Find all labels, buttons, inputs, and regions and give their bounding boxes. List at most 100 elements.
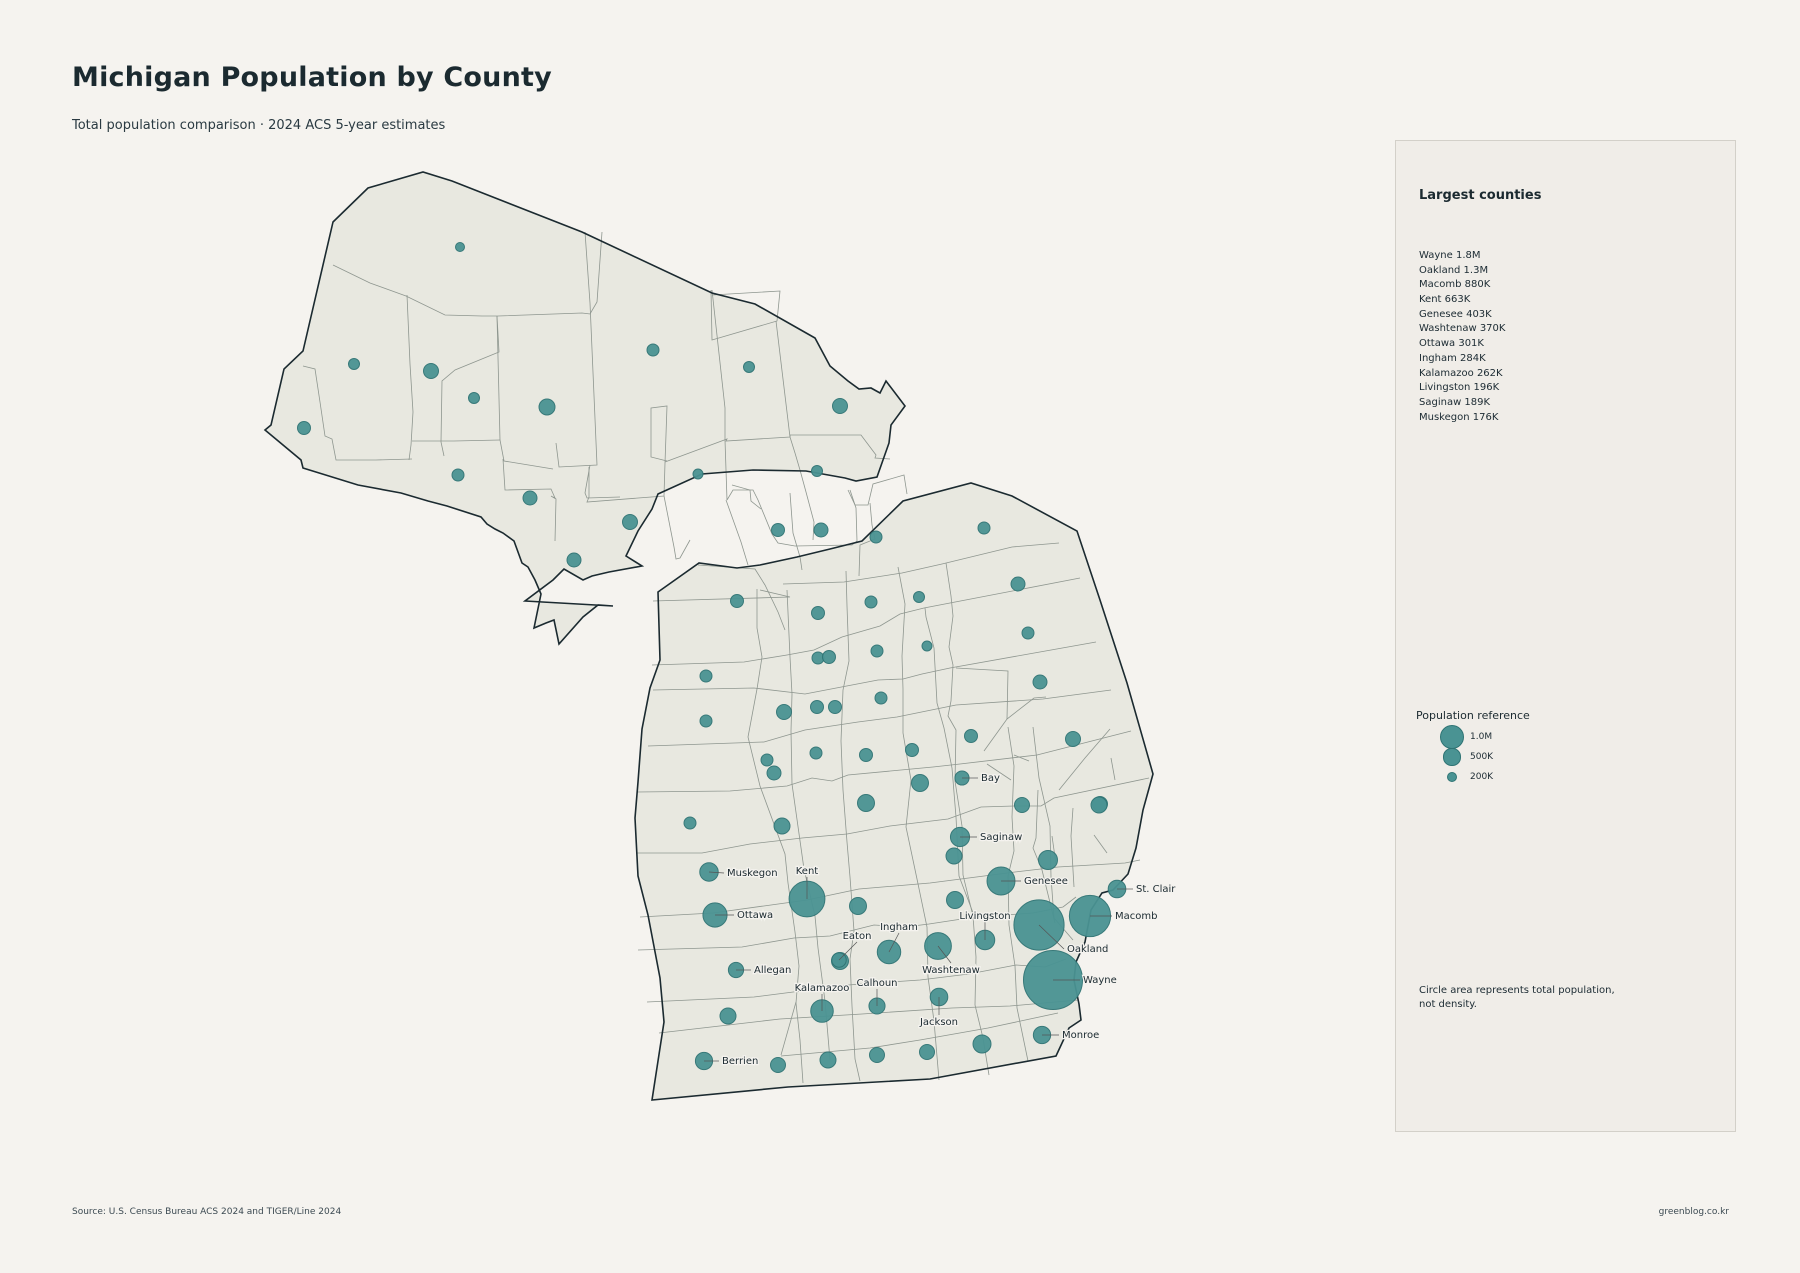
largest-county-item: Genesee 403K bbox=[1419, 308, 1492, 320]
county-bubble bbox=[911, 774, 929, 792]
county-bubble bbox=[522, 490, 538, 506]
county-bubble bbox=[864, 595, 878, 609]
county-labels: Wayne Oakland Macomb Kent Genesee Washtenaw Ot… bbox=[704, 772, 1178, 1068]
county-label: Macomb bbox=[1115, 911, 1157, 922]
label-leader-line bbox=[838, 941, 858, 961]
county-bubble bbox=[811, 606, 825, 620]
county-bubble bbox=[646, 343, 660, 357]
county-label: Ottawa bbox=[737, 910, 773, 921]
county-bubble bbox=[1021, 626, 1035, 640]
county-label: St. Clair bbox=[1136, 884, 1176, 895]
label-leader-line bbox=[888, 932, 900, 953]
county-bubble bbox=[964, 729, 978, 743]
county-bubble bbox=[1038, 850, 1058, 870]
county-bubble bbox=[538, 398, 556, 416]
county-label: Allegan bbox=[754, 965, 791, 976]
county-label: Calhoun bbox=[856, 978, 897, 989]
reference-label: 200K bbox=[1470, 772, 1494, 782]
county-boundaries bbox=[302, 231, 908, 577]
county-bubble bbox=[455, 242, 465, 252]
county-bubble bbox=[1010, 576, 1026, 592]
county-bubble bbox=[683, 816, 697, 830]
county-label: Jackson bbox=[919, 1017, 958, 1028]
largest-county-item: Macomb 880K bbox=[1419, 279, 1491, 291]
label-leader-line bbox=[1038, 924, 1065, 950]
county-bubble bbox=[921, 640, 933, 652]
county-bubble bbox=[468, 392, 480, 404]
county-label: Monroe bbox=[1062, 1030, 1099, 1041]
county-label: Oakland bbox=[1067, 944, 1108, 955]
county-bubble bbox=[743, 361, 755, 373]
reference-title: Population reference bbox=[1416, 709, 1530, 722]
county-bubble bbox=[869, 1047, 885, 1063]
county-bubble bbox=[451, 468, 465, 482]
county-bubble bbox=[730, 594, 744, 608]
county-bubble bbox=[919, 1044, 935, 1060]
county-bubble bbox=[946, 891, 964, 909]
county-bubble bbox=[874, 691, 888, 705]
county-bubble bbox=[857, 794, 875, 812]
largest-county-item: Washtenaw 370K bbox=[1419, 323, 1506, 335]
county-bubble bbox=[810, 700, 824, 714]
county-bubble bbox=[832, 398, 848, 414]
county-bubble bbox=[822, 650, 836, 664]
county-label: Bay bbox=[981, 773, 1000, 784]
largest-county-item: Ingham 284K bbox=[1419, 352, 1486, 364]
county-bubble bbox=[905, 743, 919, 757]
county-bubble bbox=[813, 522, 829, 538]
largest-county-item: Saginaw 189K bbox=[1419, 396, 1491, 408]
legend-note: Circle area represents total population,… bbox=[1419, 985, 1615, 1010]
site-credit: greenblog.co.kr bbox=[1658, 1207, 1729, 1217]
county-bubble bbox=[870, 644, 884, 658]
population-bubbles bbox=[297, 242, 1127, 1073]
county-bubble bbox=[811, 465, 823, 477]
county-bubble bbox=[699, 714, 713, 728]
county-label: Ingham bbox=[880, 922, 918, 933]
county-bubble bbox=[849, 897, 867, 915]
county-bubble bbox=[945, 847, 963, 865]
page-title: Michigan Population by County bbox=[72, 62, 552, 93]
page-subtitle: Total population comparison · 2024 ACS 5… bbox=[72, 118, 446, 133]
county-bubble bbox=[859, 748, 873, 762]
largest-county-item: Ottawa 301K bbox=[1419, 338, 1484, 350]
largest-county-item: Wayne 1.8M bbox=[1419, 250, 1481, 261]
largest-county-item: Livingston 196K bbox=[1419, 382, 1500, 394]
county-bubble bbox=[773, 817, 791, 835]
county-bubble bbox=[766, 765, 782, 781]
source-note: Source: U.S. Census Bureau ACS 2024 and … bbox=[72, 1207, 342, 1217]
largest-county-item: Oakland 1.3M bbox=[1419, 264, 1489, 276]
county-label: Berrien bbox=[722, 1056, 758, 1067]
label-leader-line bbox=[937, 945, 952, 964]
reference-label: 1.0M bbox=[1470, 732, 1493, 742]
legend-panel: Largest counties Wayne 1.8M Oakland 1.3M M… bbox=[1395, 140, 1736, 1132]
county-label: Washtenaw bbox=[922, 965, 980, 976]
county-bubble bbox=[692, 468, 704, 480]
county-bubble bbox=[297, 421, 311, 435]
county-bubble bbox=[1090, 796, 1108, 814]
reference-circle bbox=[1439, 724, 1465, 750]
county-bubble bbox=[348, 358, 360, 370]
county-bubble bbox=[869, 530, 883, 544]
county-bubble bbox=[719, 1007, 737, 1025]
county-label: Genesee bbox=[1024, 876, 1068, 887]
county-bubble bbox=[972, 1034, 992, 1054]
county-bubble bbox=[776, 704, 792, 720]
upper-peninsula-outline bbox=[263, 171, 906, 646]
reference-circle bbox=[1443, 748, 1461, 766]
largest-county-item: Muskegon 176K bbox=[1419, 411, 1499, 423]
largest-county-item: Kent 663K bbox=[1419, 294, 1471, 306]
county-bubble bbox=[566, 552, 582, 568]
county-label: Wayne bbox=[1083, 975, 1117, 986]
reference-circle bbox=[1446, 771, 1458, 783]
county-bubble bbox=[1032, 674, 1048, 690]
label-leader-line bbox=[708, 871, 725, 874]
county-bubble bbox=[828, 700, 842, 714]
county-label: Saginaw bbox=[980, 832, 1022, 843]
largest-counties-list: Wayne 1.8M Oakland 1.3M Macomb 880K Kent 66… bbox=[1419, 249, 1505, 425]
county-bubble bbox=[977, 521, 991, 535]
county-label: Muskegon bbox=[727, 868, 778, 879]
lower-county-grid bbox=[636, 542, 1150, 1084]
reference-label: 500K bbox=[1470, 752, 1494, 762]
county-bubble bbox=[1065, 731, 1081, 747]
